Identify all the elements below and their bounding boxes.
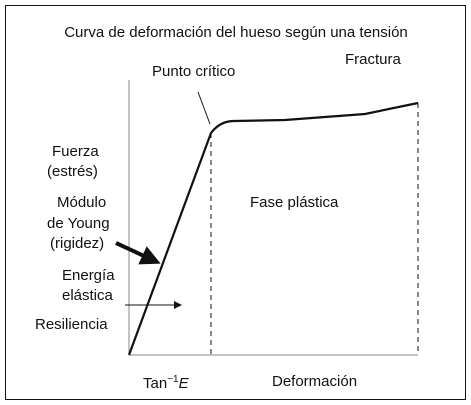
label-part: −1	[167, 374, 179, 385]
arrow	[115, 241, 161, 265]
label: Deformación	[272, 373, 357, 390]
label: Fase plástica	[250, 194, 339, 211]
label-part: E	[179, 375, 190, 392]
label: (estrés)	[47, 163, 98, 180]
label: Tan−1E	[143, 374, 190, 392]
label: Energía	[62, 267, 115, 284]
pointer	[197, 91, 211, 125]
label: Punto crítico	[152, 63, 235, 80]
label: de Young	[47, 215, 110, 232]
label: Módulo	[57, 194, 106, 211]
label: (rigidez)	[50, 235, 104, 252]
label: Resiliencia	[35, 316, 108, 333]
label-part: Tan	[143, 375, 167, 392]
label: elástica	[62, 287, 114, 304]
label: Fuerza	[52, 143, 99, 160]
stress-curve	[127, 101, 419, 356]
frame	[5, 5, 466, 400]
title: Curva de deformación del hueso según una…	[64, 24, 408, 41]
label: Fractura	[345, 51, 402, 68]
